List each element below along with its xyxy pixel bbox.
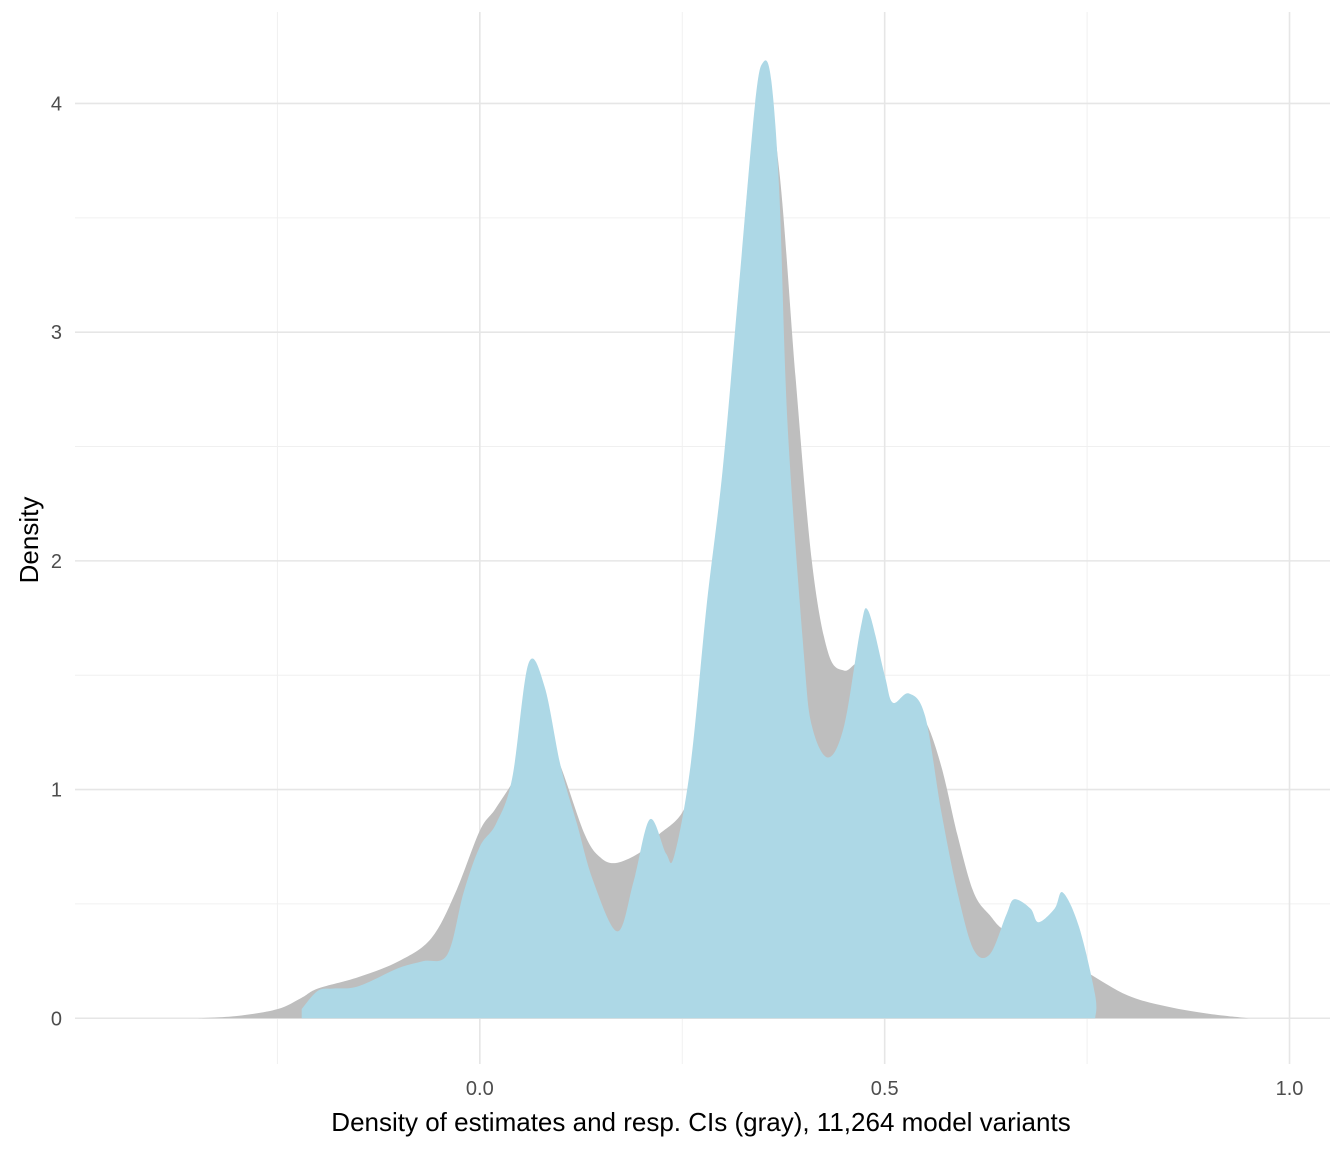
x-tick-labels: 0.0 0.5 1.0: [466, 1078, 1303, 1100]
y-tick-label: 1: [51, 780, 62, 802]
x-tick-label: 0.5: [871, 1078, 899, 1100]
x-tick-label: 1.0: [1276, 1078, 1304, 1100]
y-tick-label: 0: [51, 1008, 62, 1030]
y-axis-title: Density: [14, 497, 44, 584]
x-axis-title: Density of estimates and resp. CIs (gray…: [331, 1107, 1070, 1137]
x-tick-label: 0.0: [466, 1078, 494, 1100]
y-tick-label: 3: [51, 322, 62, 344]
estimate-density-area: [301, 60, 1097, 1019]
density-areas: [196, 60, 1249, 1019]
y-tick-label: 4: [51, 93, 62, 115]
y-tick-labels: 0 1 2 3 4: [51, 93, 62, 1030]
y-tick-label: 2: [51, 551, 62, 573]
